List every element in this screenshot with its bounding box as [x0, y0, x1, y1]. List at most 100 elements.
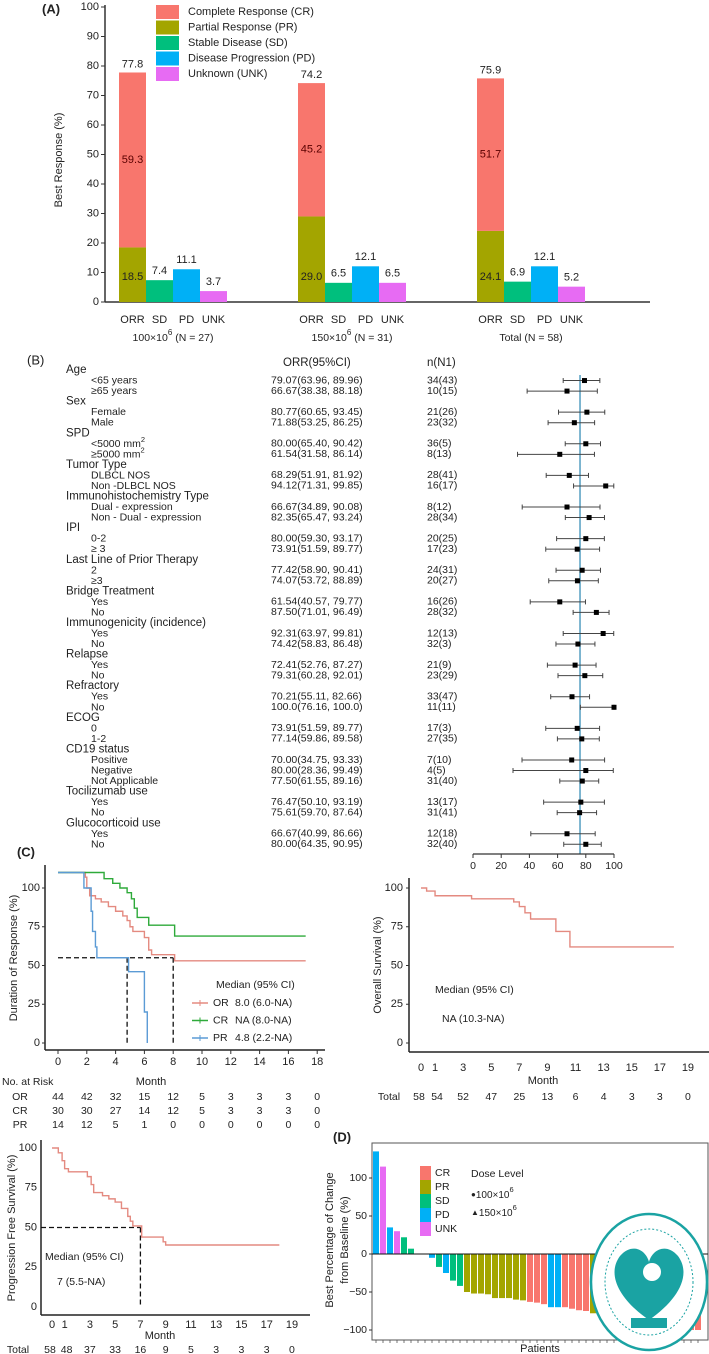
- forest-n-value: 11(11): [427, 701, 456, 713]
- data-label-unk: 3.7: [206, 276, 221, 288]
- os-x-tick-label: 9: [544, 1062, 550, 1074]
- pfs-x-tick-label: 0: [49, 1319, 55, 1331]
- forest-orr-value: 77.14(59.86, 89.58): [271, 733, 363, 745]
- pfs-y-tick-label: 75: [25, 1182, 37, 1194]
- forest-item-label-text: 0: [91, 722, 97, 734]
- forest-orr-value: 74.07(53.72, 88.89): [271, 575, 363, 587]
- dose-level-item: ●100×106: [471, 1185, 514, 1201]
- forest-n-value: 23(29): [427, 669, 457, 681]
- forest-group-label: Tocilizumab use: [66, 786, 148, 798]
- legend-label-pd: Disease Progression (PD): [188, 52, 315, 64]
- data-label-pd: 12.1: [534, 251, 555, 263]
- category-label: PD: [358, 314, 373, 326]
- y-tick-label-a: 40: [87, 178, 99, 190]
- forest-item-label-text: No: [91, 606, 105, 618]
- waterfall-frame: [371, 1142, 709, 1341]
- pfs-median-title: Median (95% CI): [45, 1251, 124, 1263]
- forest-item-label-text: No: [91, 701, 105, 713]
- waterfall-bar-pr: [478, 1254, 484, 1294]
- forest-point: [566, 472, 572, 478]
- forest-item-label: Male: [91, 416, 114, 428]
- y-tick-label-a: 10: [87, 266, 99, 278]
- pfs-risk-count: 3: [213, 1344, 219, 1354]
- y-tick-label-a: 0: [93, 296, 99, 308]
- dor-legend-median: NA (8.0-NA): [235, 1014, 292, 1026]
- km-curve-cr: [58, 871, 306, 937]
- bar-unk: [200, 291, 227, 302]
- dor-x-tick-label: 12: [225, 1056, 237, 1068]
- risk-count: 12: [167, 1105, 179, 1117]
- forest-point: [564, 388, 570, 394]
- forest-n-value: 31(41): [427, 806, 457, 818]
- bar-cr: [477, 78, 504, 231]
- data-label-sd: 6.9: [510, 267, 525, 279]
- forest-group-label: ECOG: [66, 712, 100, 724]
- forest-point: [586, 515, 592, 521]
- forest-x-tick-label: 80: [580, 860, 592, 872]
- data-label-orr: 77.8: [122, 58, 143, 70]
- forest-orr-value: 77.42(58.90, 90.41): [271, 564, 363, 576]
- legend-label-sd: Stable Disease (SD): [188, 37, 288, 49]
- waterfall-bar-cr: [576, 1254, 582, 1311]
- forest-orr-value: 68.29(51.91, 81.92): [271, 469, 363, 481]
- forest-orr-value: 79.07(63.96, 89.96): [271, 374, 363, 386]
- panel-label-b: (B): [27, 352, 44, 367]
- waterfall-bar-cr: [583, 1254, 589, 1311]
- os-x-tick-label: 13: [598, 1062, 610, 1074]
- forest-item-label: No: [91, 806, 105, 818]
- os-median-title: Median (95% CI): [435, 984, 514, 996]
- forest-item-label: ≥65 years: [91, 385, 137, 397]
- forest-item-label: No: [91, 606, 105, 618]
- dor-legend-name: PR: [213, 1032, 228, 1044]
- forest-group-label: Bridge Treatment: [66, 585, 155, 597]
- forest-x-tick-label: 60: [552, 860, 564, 872]
- risk-count: 15: [139, 1091, 151, 1103]
- forest-n-value: 16(17): [427, 480, 457, 492]
- forest-orr-value: 70.21(55.11, 82.66): [271, 691, 362, 703]
- waterfall-bar-sd: [401, 1237, 407, 1254]
- legend-swatch-unk: [156, 67, 179, 81]
- forest-x-tick-label: 40: [524, 860, 536, 872]
- forest-n-value: 34(43): [427, 374, 457, 386]
- forest-item-label-text: Yes: [91, 796, 108, 808]
- risk-count: 3: [228, 1091, 234, 1103]
- panel-label-d: (D): [333, 1129, 351, 1144]
- waterfall-legend-label-sd: SD: [435, 1195, 450, 1207]
- forest-n-value: 10(15): [427, 385, 457, 397]
- legend-swatch-pd: [156, 51, 179, 66]
- forest-item-label: Non -DLBCL NOS: [91, 480, 176, 492]
- seal-head-shape: [643, 1263, 661, 1281]
- forest-item-label-text: <5000 mm: [91, 438, 141, 450]
- forest-group-label: Immunohistochemistry Type: [66, 491, 209, 503]
- pfs-y-tick-label: 0: [31, 1301, 37, 1313]
- forest-orr-value: 73.91(51.59, 89.77): [271, 543, 363, 555]
- group-label-text: Total (N = 58): [499, 332, 562, 344]
- forest-n-value: 23(32): [427, 416, 457, 428]
- forest-orr-value: 66.67(40.99, 86.66): [271, 828, 363, 840]
- os-x-tick-label: 7: [516, 1062, 522, 1074]
- forest-group-label: Age: [66, 364, 86, 376]
- forest-item-label-text: Yes: [91, 828, 108, 840]
- forest-item-label: Negative: [91, 764, 133, 776]
- forest-point: [574, 578, 580, 584]
- y-tick-label-a: 20: [87, 237, 99, 249]
- group-label: 100×106 (N = 27): [133, 328, 214, 344]
- dose-level-label: 100×10: [476, 1190, 510, 1201]
- pfs-x-tick-label: 17: [261, 1319, 273, 1331]
- forest-point: [564, 831, 570, 837]
- bar-cr: [119, 72, 146, 248]
- forest-point: [583, 841, 589, 847]
- legend-swatch-cr: [156, 5, 179, 19]
- category-label: ORR: [299, 314, 324, 326]
- risk-count: 5: [113, 1119, 119, 1131]
- forest-point: [584, 409, 590, 415]
- forest-orr-value: 92.31(63.97, 99.81): [271, 627, 363, 639]
- forest-n-value: 27(35): [427, 733, 457, 745]
- forest-item-label: Female: [91, 406, 126, 418]
- forest-n-value: 32(40): [427, 838, 457, 850]
- waterfall-bar-unk: [380, 1166, 386, 1254]
- os-risk-count: 4: [601, 1091, 607, 1103]
- forest-item-label-text: Non -DLBCL NOS: [91, 480, 176, 492]
- dor-x-axis-label: Month: [136, 1076, 167, 1088]
